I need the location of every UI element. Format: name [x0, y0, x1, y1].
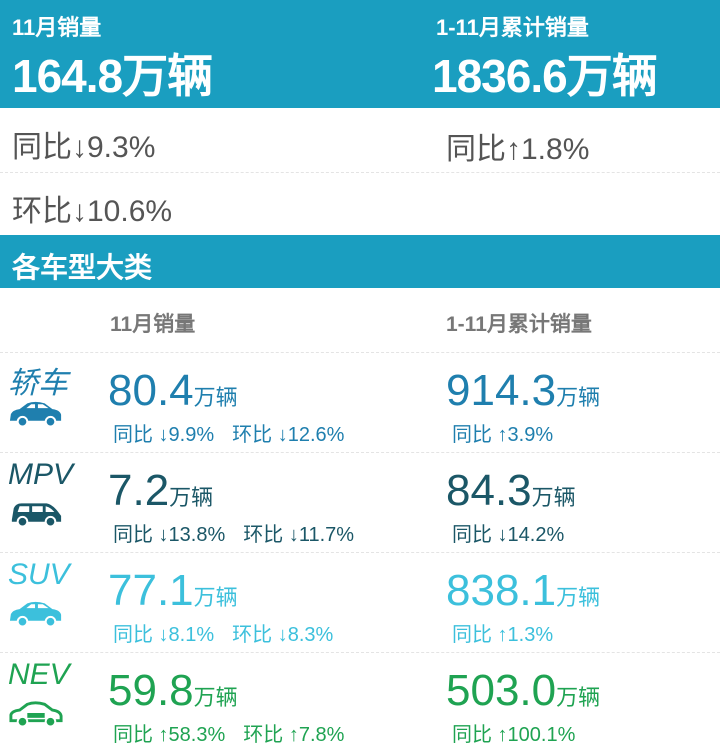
nev-icon [9, 701, 63, 728]
month-yoy: 同比 ↓9.9% [113, 424, 215, 446]
month-sales-value: 164.8万辆 [12, 50, 213, 102]
category-name: SUV [8, 558, 70, 591]
unit: 万辆 [531, 485, 576, 510]
unit: 万辆 [193, 685, 238, 710]
unit: 万辆 [193, 385, 238, 410]
ytd-yoy: 同比 ↑1.3% [452, 624, 554, 646]
ytd-yoy: 同比↑1.8% [446, 133, 590, 166]
ytd-sales-label: 1-11月累计销量 [436, 15, 589, 40]
ytd-sales-value: 914.3 [446, 366, 557, 415]
summary-header: 11月销量 164.8万辆 1-11月累计销量 1836.6万辆 [0, 0, 720, 108]
month-mom: 环比 ↑7.8% [243, 724, 345, 746]
category-name: MPV [8, 458, 74, 491]
month-yoy: 同比 ↑58.3% [113, 724, 226, 746]
month-changes: 同比 ↑58.3% 环比 ↑7.8% [113, 718, 344, 747]
section-header: 各车型大类 [0, 235, 720, 288]
unit: 万辆 [193, 585, 238, 610]
ytd-sales: 84.3万辆 [446, 466, 576, 516]
ytd-sales-value: 838.1 [446, 566, 557, 615]
month-sales: 77.1万辆 [108, 566, 238, 616]
month-sales: 80.4万辆 [108, 366, 238, 416]
month-yoy: 同比 ↓8.1% [113, 624, 215, 646]
ytd-sales-value: 1836.6万辆 [432, 50, 658, 102]
category-name: NEV [8, 658, 70, 691]
ytd-yoy: 同比 ↑3.9% [452, 424, 554, 446]
month-sales-value: 77.1 [108, 566, 194, 615]
ytd-sales: 838.1万辆 [446, 566, 600, 616]
divider [0, 452, 720, 453]
ytd-yoy: 同比 ↑100.1% [452, 724, 576, 746]
divider [0, 552, 720, 553]
month-yoy: 同比 ↓13.8% [113, 524, 226, 546]
month-mom: 环比 ↓12.6% [232, 424, 345, 446]
ytd-sales-value: 84.3 [446, 466, 532, 515]
month-mom: 环比↓10.6% [12, 195, 173, 228]
category-row: MPV 7.2万辆 同比 ↓13.8% 环比 ↓11.7% 84.3万辆 同比 ↓… [0, 452, 720, 552]
month-changes: 同比 ↓13.8% 环比 ↓11.7% [113, 518, 354, 547]
month-mom: 环比 ↓8.3% [232, 624, 334, 646]
category-name: 轿车 [8, 367, 68, 400]
divider [0, 652, 720, 653]
divider [0, 172, 720, 173]
month-changes: 同比 ↓8.1% 环比 ↓8.3% [113, 618, 333, 647]
category-row: SUV 77.1万辆 同比 ↓8.1% 环比 ↓8.3% 838.1万辆 同比 ↑… [0, 552, 720, 652]
month-sales-value: 59.8 [108, 666, 194, 715]
month-sales-value: 80.4 [108, 366, 194, 415]
ytd-sales-value: 503.0 [446, 666, 557, 715]
month-mom: 环比 ↓11.7% [243, 524, 355, 546]
section-title: 各车型大类 [12, 252, 153, 283]
column-header-month: 11月销量 [110, 313, 196, 336]
column-header-ytd: 1-11月累计销量 [446, 313, 592, 336]
ytd-yoy: 同比 ↓14.2% [452, 524, 565, 546]
unit: 万辆 [556, 585, 601, 610]
month-sales-value: 7.2 [108, 466, 170, 515]
month-sales: 7.2万辆 [108, 466, 213, 516]
ytd-sales: 503.0万辆 [446, 666, 600, 716]
sedan-icon [9, 401, 62, 428]
month-sales-label: 11月销量 [12, 15, 102, 40]
month-yoy: 同比↓9.3% [12, 131, 156, 164]
unit: 万辆 [556, 385, 601, 410]
category-row: NEV 59.8万辆 同比 ↑58.3% 环比 ↑7.8% 503.0万辆 同比 … [0, 652, 720, 752]
unit: 万辆 [556, 685, 601, 710]
month-changes: 同比 ↓9.9% 环比 ↓12.6% [113, 418, 344, 447]
category-row: 轿车 80.4万辆 同比 ↓9.9% 环比 ↓12.6% 914.3万辆 同比 ↑… [0, 352, 720, 452]
divider [0, 352, 720, 353]
mpv-icon [11, 503, 62, 528]
month-sales: 59.8万辆 [108, 666, 238, 716]
suv-icon [9, 601, 62, 628]
unit: 万辆 [169, 485, 214, 510]
ytd-sales: 914.3万辆 [446, 366, 600, 416]
